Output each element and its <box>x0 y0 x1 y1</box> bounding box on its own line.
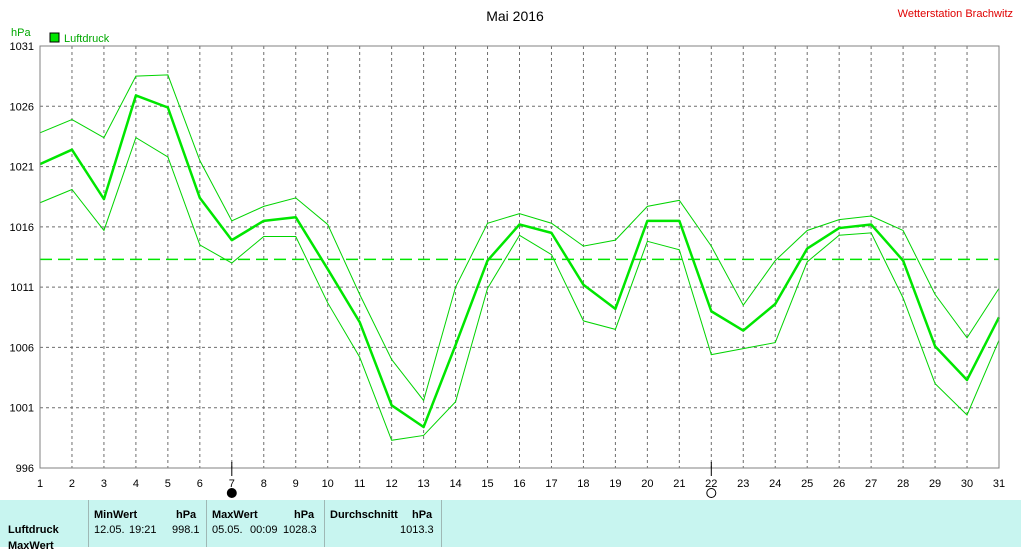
max-date: 05.05. <box>212 524 243 536</box>
series-main <box>39 94 1001 429</box>
x-tick-label: 24 <box>769 478 781 490</box>
max-unit: hPa <box>294 509 315 521</box>
x-tick-label: 12 <box>386 478 398 490</box>
max-time: 00:09 <box>250 524 278 536</box>
x-tick-label: 7 <box>229 478 235 490</box>
x-tick-label: 16 <box>513 478 525 490</box>
x-tick-label: 6 <box>197 478 203 490</box>
separator <box>324 500 325 547</box>
y-tick-label: 1001 <box>10 403 34 415</box>
series-line-main <box>39 94 1001 429</box>
y-tick-label: 1011 <box>10 282 34 294</box>
x-tick-label: 26 <box>833 478 845 490</box>
y-tick-label: 1021 <box>10 162 34 174</box>
min-time: 19:21 <box>129 524 157 536</box>
avg-header: Durchschnitt <box>330 509 398 521</box>
min-value: 998.1 <box>172 524 200 536</box>
x-tick-label: 25 <box>801 478 813 490</box>
legend-label: Luftdruck <box>64 33 110 45</box>
x-tick-label: 2 <box>69 478 75 490</box>
x-tick-label: 23 <box>737 478 749 490</box>
grid <box>40 46 999 468</box>
x-tick-label: 4 <box>133 478 139 490</box>
series-band <box>39 74 1000 441</box>
y-tick-labels: 996 1001 1006 1011 1016 1021 1026 1031 <box>10 41 34 475</box>
x-tick-label: 20 <box>641 478 653 490</box>
separator <box>206 500 207 547</box>
min-unit: hPa <box>176 509 197 521</box>
y-tick-label: 1016 <box>10 222 34 234</box>
max-header: MaxWert <box>212 509 258 521</box>
avg-unit: hPa <box>412 509 433 521</box>
x-tick-label: 22 <box>705 478 717 490</box>
x-tick-label: 13 <box>417 478 429 490</box>
x-tick-label: 15 <box>481 478 493 490</box>
y-tick-label: 1026 <box>10 101 34 113</box>
x-tick-labels: 1 2 3 4 5 6 7 8 9 10 11 12 13 14 15 16 17 18 19 20 21 22 23 24 2… <box>37 478 1005 490</box>
y-tick-label: 996 <box>16 463 34 475</box>
x-tick-label: 1 <box>37 478 43 490</box>
x-tick-label: 19 <box>609 478 621 490</box>
y-axis-unit: hPa <box>11 27 31 39</box>
x-tick-label: 11 <box>354 478 365 490</box>
avg-value: 1013.3 <box>400 524 434 536</box>
x-tick-label: 28 <box>897 478 909 490</box>
x-tick-label: 14 <box>449 478 461 490</box>
x-tick-label: 21 <box>673 478 685 490</box>
row-label-2: MaxWert <box>8 540 54 552</box>
x-tick-label: 31 <box>993 478 1005 490</box>
max-value: 1028.3 <box>283 524 317 536</box>
row-label: Luftdruck <box>8 524 59 536</box>
x-tick-label: 17 <box>545 478 557 490</box>
moon-markers <box>226 462 717 498</box>
new-moon-icon <box>226 488 237 498</box>
min-date: 12.05. <box>94 524 125 536</box>
x-tick-label: 27 <box>865 478 877 490</box>
series-line-max <box>39 74 1000 402</box>
plot-frame <box>39 45 1000 469</box>
y-tick-label: 1031 <box>10 41 34 53</box>
pressure-chart: Mai 2016 Wetterstation Brachwitz hPa Luf… <box>10 8 1013 498</box>
x-tick-label: 18 <box>577 478 589 490</box>
station-name: Wetterstation Brachwitz <box>898 8 1013 20</box>
x-tick-label: 10 <box>322 478 334 490</box>
x-tick-label: 30 <box>961 478 973 490</box>
full-moon-icon <box>706 488 717 498</box>
x-tick-label: 29 <box>929 478 941 490</box>
y-tick-label: 1006 <box>10 342 34 354</box>
x-tick-label: 5 <box>165 478 171 490</box>
stats-panel: MinWert hPa MaxWert hPa Durchschnitt hPa… <box>0 500 1021 552</box>
series-line-min <box>39 136 1000 441</box>
legend-swatch <box>49 32 60 43</box>
separator <box>88 500 89 547</box>
x-tick-label: 3 <box>101 478 107 490</box>
x-tick-label: 8 <box>261 478 267 490</box>
min-header: MinWert <box>94 509 138 521</box>
separator <box>441 500 442 547</box>
x-tick-label: 9 <box>293 478 299 490</box>
chart-title: Mai 2016 <box>486 8 544 24</box>
